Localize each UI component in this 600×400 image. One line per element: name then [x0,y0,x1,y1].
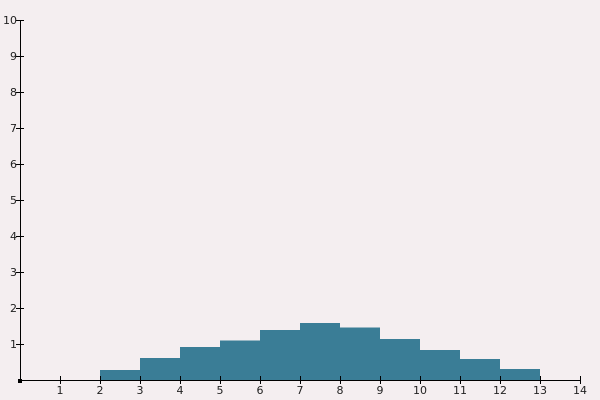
x-tick-label-10: 10 [413,384,427,397]
y-tick-label-4: 4 [10,230,17,243]
y-tick-label-8: 8 [10,86,17,99]
histogram-bar-7 [340,327,380,380]
y-ticks: 1 2 3 4 5 6 7 8 9 10 [3,14,24,351]
x-tick-label-5: 5 [217,384,224,397]
x-tick-label-7: 7 [297,384,304,397]
axes-layer [18,20,580,383]
y-tick-label-5: 5 [10,194,17,207]
y-tick-label-6: 6 [10,158,17,171]
x-tick-label-9: 9 [377,384,384,397]
x-tick-label-11: 11 [453,384,467,397]
origin-marker [18,379,22,383]
histogram-bar-5 [260,329,300,380]
x-tick-label-8: 8 [337,384,344,397]
x-tick-label-13: 13 [533,384,547,397]
x-tick-label-3: 3 [137,384,144,397]
y-tick-label-2: 2 [10,302,17,315]
x-tick-label-4: 4 [177,384,184,397]
histogram-bar-10 [460,359,500,380]
histogram-bar-3 [180,346,220,380]
x-tick-label-6: 6 [257,384,264,397]
histogram-bar-9 [420,350,460,380]
x-tick-label-12: 12 [493,384,507,397]
x-ticks: 1 2 3 4 5 6 7 8 9 10 11 12 13 14 [57,376,587,397]
histogram-bar-6 [300,323,340,380]
histogram-bar-4 [220,340,260,380]
x-tick-label-1: 1 [57,384,64,397]
bars-layer [100,323,540,380]
y-tick-label-10: 10 [3,14,17,27]
histogram-bar-2 [140,358,180,380]
y-tick-label-1: 1 [10,338,17,351]
x-tick-label-2: 2 [97,384,104,397]
y-tick-label-9: 9 [10,50,17,63]
histogram-bar-11 [500,368,540,380]
y-tick-label-3: 3 [10,266,17,279]
y-tick-label-7: 7 [10,122,17,135]
histogram-bar-8 [380,338,420,380]
x-tick-label-14: 14 [573,384,587,397]
histogram-bar-1 [100,369,140,380]
